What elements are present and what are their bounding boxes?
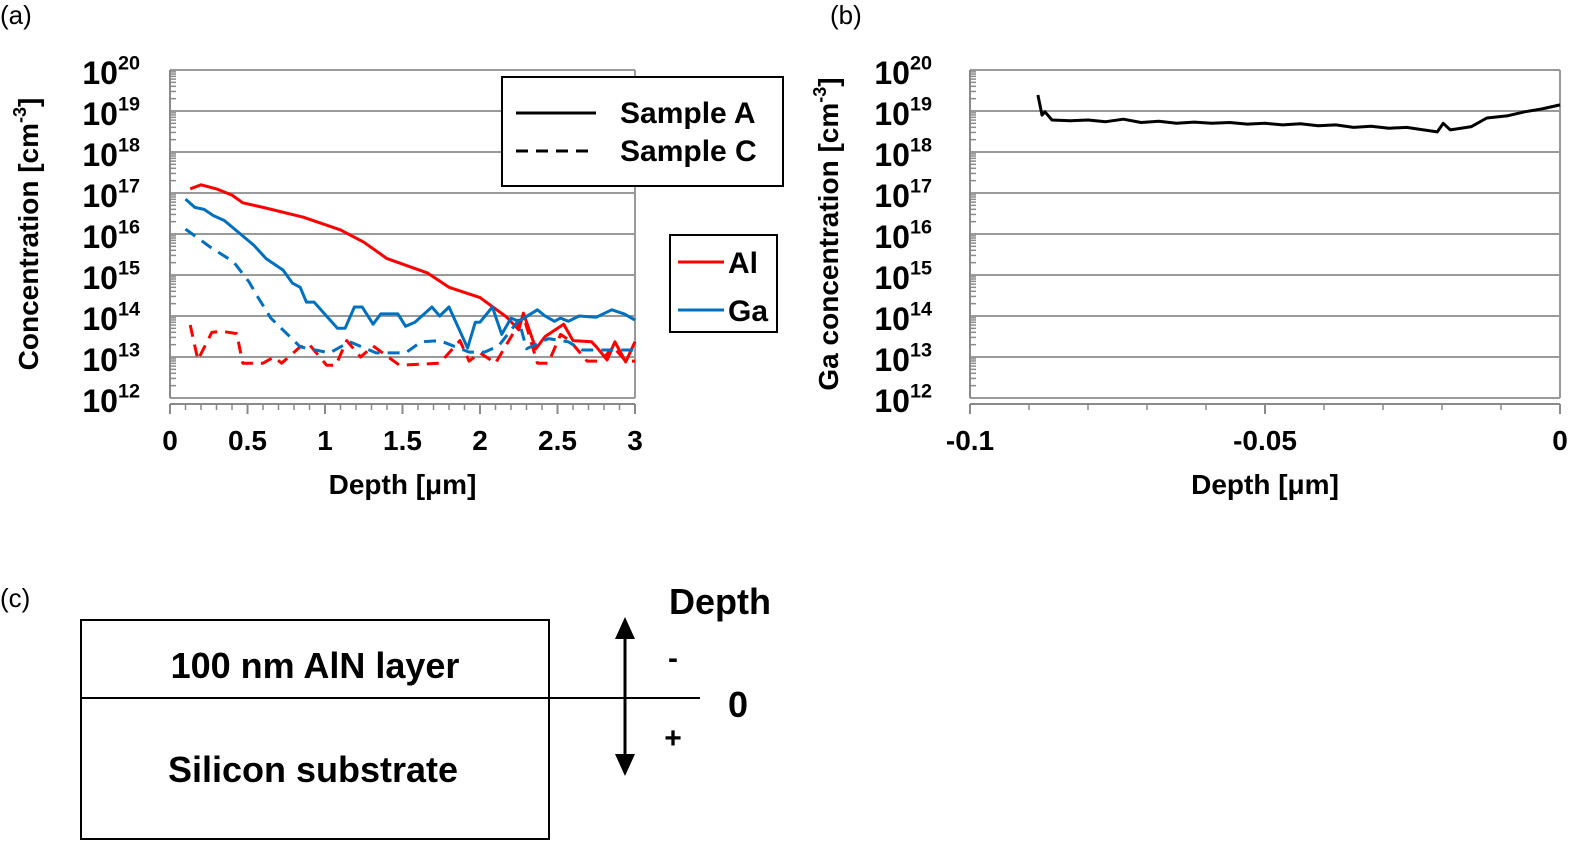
x-tick-label: -0.1 (946, 425, 994, 456)
y-tick-label: 1017 (874, 176, 932, 214)
legend-box (669, 234, 778, 333)
legend-label: Sample C (620, 135, 757, 168)
depth-axis-label: Depth (669, 581, 771, 622)
y-tick-label: 1012 (874, 381, 932, 419)
panel-label-b: (b) (830, 0, 862, 30)
layer-diagram: 100 nm AlN layer Silicon substrate Depth… (80, 581, 771, 840)
x-tick-label: 2 (472, 425, 488, 456)
legend-line-style: Sample A Sample C (501, 76, 784, 187)
y-tick-label: 1020 (874, 53, 932, 91)
panel-label-c: (c) (0, 583, 30, 613)
x-axis-label: Depth [μm] (1191, 469, 1339, 500)
panel-label-a: (a) (0, 0, 32, 30)
legend-label: Al (728, 247, 758, 280)
y-tick-label: 1019 (82, 94, 140, 132)
y-axis-label: Ga concentration [cm-3] (810, 77, 844, 390)
chart-b: -0.1 -0.05 0102010191018101710161015101410… (810, 53, 1568, 500)
x-tick-label: 0.5 (228, 425, 267, 456)
legend-box (501, 76, 784, 187)
y-tick-label: 1016 (874, 217, 932, 255)
series-line-ga-sample-a (184, 197, 636, 350)
y-tick-label: 1015 (874, 258, 932, 296)
y-tick-label: 1012 (82, 381, 140, 419)
layer-stack-box (80, 619, 550, 840)
arrow-down-icon (615, 754, 635, 776)
series-line-ga (1036, 94, 1561, 134)
legend-label: Ga (728, 295, 768, 328)
y-tick-label: 1017 (82, 176, 140, 214)
chart-a: 0 0.5 1 1.5 2 2.5 3102010191018101710161015101… (10, 53, 784, 500)
y-axis-label: Concentration [cm-3] (10, 98, 44, 371)
zero-label: 0 (728, 684, 748, 725)
x-tick-label: -0.05 (1233, 425, 1297, 456)
y-tick-label: 1013 (82, 340, 140, 378)
y-tick-label: 1015 (82, 258, 140, 296)
arrow-up-icon (615, 617, 635, 639)
aln-layer-label: 100 nm AlN layer (171, 645, 460, 686)
x-tick-label: 0 (162, 425, 178, 456)
x-axis-label: Depth [μm] (329, 469, 477, 500)
negative-sign: - (668, 642, 678, 675)
y-tick-label: 1020 (82, 53, 140, 91)
x-tick-label: 1 (317, 425, 333, 456)
legend-label: Sample A (620, 97, 756, 130)
y-tick-label: 1018 (82, 135, 140, 173)
y-tick-label: 1018 (874, 135, 932, 173)
legend-element: Al Ga (669, 234, 778, 333)
x-tick-label: 2.5 (538, 425, 577, 456)
series-line-al-sample-a (189, 183, 637, 364)
y-tick-label: 1016 (82, 217, 140, 255)
y-tick-label: 1014 (82, 299, 140, 337)
series-line-al-sample-c (188, 314, 635, 367)
x-tick-label: 3 (627, 425, 643, 456)
y-tick-label: 1013 (874, 340, 932, 378)
substrate-label: Silicon substrate (168, 749, 458, 790)
x-tick-label: 1.5 (383, 425, 422, 456)
y-tick-label: 1019 (874, 94, 932, 132)
y-tick-label: 1014 (874, 299, 932, 337)
positive-sign: + (664, 722, 682, 755)
series-line-ga-sample-c (184, 227, 635, 355)
x-tick-label: 0 (1552, 425, 1568, 456)
